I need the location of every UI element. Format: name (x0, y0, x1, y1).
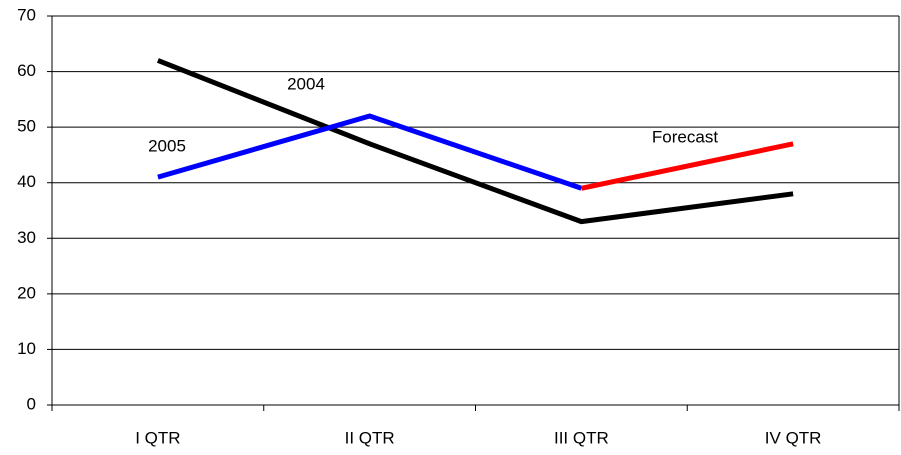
x-tick-label: IV QTR (765, 428, 822, 447)
y-tick-label: 60 (17, 61, 36, 80)
y-tick-label: 40 (17, 172, 36, 191)
x-tick-label: I QTR (135, 428, 180, 447)
series-line (580, 141, 794, 191)
x-tick-label: III QTR (554, 428, 609, 447)
y-tick-label: 30 (17, 228, 36, 247)
series-line (157, 113, 583, 191)
y-tick-label: 10 (17, 339, 36, 358)
series-line (156, 58, 794, 225)
y-tick-label: 20 (17, 283, 36, 302)
y-tick-label: 70 (17, 5, 36, 24)
series-label: 2005 (148, 136, 186, 155)
y-tick-label: 0 (27, 394, 36, 413)
x-tick-label: II QTR (345, 428, 395, 447)
series-label: 2004 (287, 74, 325, 93)
y-tick-label: 50 (17, 117, 36, 136)
series-label: Forecast (652, 127, 718, 146)
